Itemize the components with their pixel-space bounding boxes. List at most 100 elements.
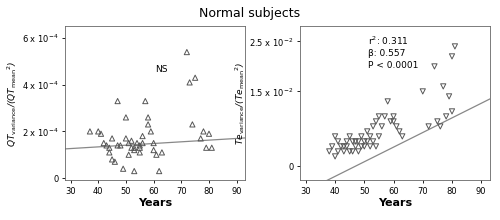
Point xyxy=(130,146,138,150)
Point xyxy=(375,115,383,118)
Point xyxy=(451,45,459,48)
Y-axis label: Te$_\mathrm{variance}$/(Te$_\mathrm{mean}$$^{2}$): Te$_\mathrm{variance}$/(Te$_\mathrm{mean… xyxy=(232,62,246,145)
Point xyxy=(358,145,366,148)
Point xyxy=(130,169,138,173)
Point xyxy=(424,125,432,128)
Point xyxy=(445,95,453,98)
Point xyxy=(384,100,392,103)
Point xyxy=(354,140,362,143)
Point xyxy=(360,140,368,143)
Point xyxy=(369,125,377,128)
Point xyxy=(144,123,152,126)
Point xyxy=(124,141,132,145)
Point xyxy=(340,145,348,148)
Text: Normal subjects: Normal subjects xyxy=(200,7,300,20)
Point xyxy=(100,141,108,145)
Point xyxy=(436,125,444,128)
Point xyxy=(86,130,94,133)
Point xyxy=(114,144,122,147)
Point xyxy=(419,90,427,93)
Point xyxy=(119,167,127,170)
Point xyxy=(366,145,374,148)
Point xyxy=(448,110,456,113)
Point xyxy=(108,158,116,161)
Point xyxy=(372,145,380,148)
Point xyxy=(334,140,342,143)
Point xyxy=(142,99,150,103)
Point xyxy=(386,120,394,123)
Point xyxy=(97,132,105,136)
Point xyxy=(439,85,447,88)
Point xyxy=(366,135,374,138)
Point xyxy=(136,146,144,150)
Point xyxy=(122,137,130,140)
Point xyxy=(150,141,158,145)
Point xyxy=(144,116,152,119)
X-axis label: Years: Years xyxy=(138,198,172,208)
Point xyxy=(363,140,371,143)
Point xyxy=(343,140,351,143)
Point xyxy=(331,135,339,138)
Point xyxy=(378,125,386,128)
Point xyxy=(390,120,398,123)
Point xyxy=(186,81,194,84)
Point xyxy=(114,99,122,103)
Point xyxy=(331,155,339,158)
Point xyxy=(106,146,114,150)
Point xyxy=(392,125,400,128)
Point xyxy=(328,145,336,148)
Point xyxy=(343,145,351,148)
Point xyxy=(448,55,456,58)
Point xyxy=(340,150,348,153)
Point xyxy=(128,139,136,143)
Text: NS: NS xyxy=(155,65,168,74)
Text: r$^{2}$: 0.311
β: 0.557
P < 0.0001: r$^{2}$: 0.311 β: 0.557 P < 0.0001 xyxy=(368,34,419,70)
Point xyxy=(398,135,406,138)
Point xyxy=(116,144,124,147)
Point xyxy=(348,150,356,153)
Point xyxy=(369,140,377,143)
Point xyxy=(352,145,360,148)
Point xyxy=(102,144,110,147)
Point xyxy=(130,148,138,152)
Point xyxy=(106,151,114,154)
Point xyxy=(358,135,366,138)
Point xyxy=(381,115,389,118)
Point xyxy=(111,160,119,163)
Point xyxy=(188,123,196,126)
Point xyxy=(147,130,155,133)
Point xyxy=(352,140,360,143)
Y-axis label: QT$_\mathrm{variance}$/(QT$_\mathrm{mean}$$^{2}$): QT$_\mathrm{variance}$/(QT$_\mathrm{mean… xyxy=(6,60,20,147)
Point xyxy=(122,116,130,119)
Point xyxy=(430,65,438,68)
Point xyxy=(396,130,404,133)
Point xyxy=(375,135,383,138)
Point xyxy=(208,146,216,150)
Point xyxy=(196,137,204,140)
Point xyxy=(337,145,345,148)
Point xyxy=(108,137,116,140)
Point xyxy=(136,151,144,154)
Point xyxy=(158,151,166,154)
Point xyxy=(150,148,158,152)
Point xyxy=(348,140,356,143)
Point xyxy=(390,115,398,118)
Point xyxy=(363,130,371,133)
Point xyxy=(128,146,136,150)
Point xyxy=(346,150,354,153)
X-axis label: Years: Years xyxy=(378,198,412,208)
Point xyxy=(133,141,141,145)
Point xyxy=(205,132,213,136)
Point xyxy=(138,134,146,138)
Point xyxy=(136,144,144,147)
Point xyxy=(200,130,207,133)
Point xyxy=(94,130,102,133)
Point xyxy=(183,50,191,54)
Point xyxy=(155,169,163,173)
Point xyxy=(346,135,354,138)
Point xyxy=(202,146,210,150)
Point xyxy=(372,120,380,123)
Point xyxy=(434,120,442,123)
Point xyxy=(124,153,132,156)
Point xyxy=(334,150,342,153)
